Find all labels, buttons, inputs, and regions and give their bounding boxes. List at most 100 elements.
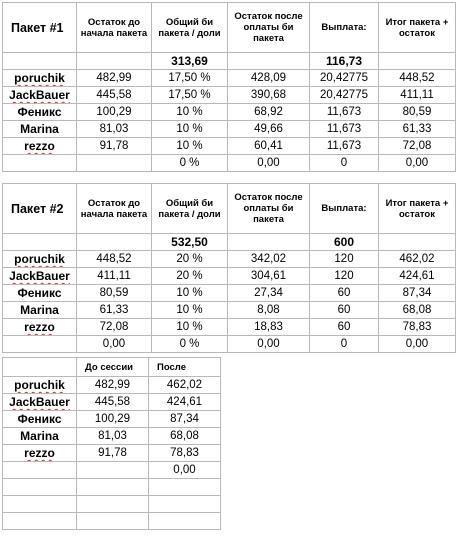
after[interactable]: 78,83 [148,444,221,462]
after[interactable]: 87,34 [148,410,221,428]
total-payout[interactable]: 116,73 [309,52,379,70]
player-name[interactable] [2,478,77,496]
cell[interactable] [227,52,310,70]
cell[interactable] [2,357,77,377]
player-name[interactable]: rezzo [2,137,77,155]
col-total[interactable]: Итог пакета + остаток [378,2,456,53]
player-name[interactable]: poruchik [2,376,77,394]
before[interactable]: 482,99 [76,376,149,394]
before[interactable] [76,478,149,496]
player-name[interactable] [2,335,77,353]
cell[interactable] [378,52,456,70]
payout[interactable]: 60 [309,301,379,319]
total-payout[interactable]: 600 [309,233,379,251]
player-name[interactable] [2,461,77,479]
share[interactable]: 20 % [151,250,228,268]
player-name[interactable]: Marina [2,427,77,445]
payout[interactable]: 60 [309,284,379,302]
player-name[interactable]: Marina [2,120,77,138]
total[interactable]: 448,52 [378,69,456,87]
after[interactable]: 0,00 [148,461,221,479]
total[interactable]: 72,08 [378,137,456,155]
packet-title[interactable]: Пакет #1 [2,2,77,53]
player-name[interactable]: rezzo [2,444,77,462]
share[interactable]: 0 % [151,154,228,172]
remaining-after[interactable]: 428,09 [227,69,310,87]
after[interactable]: 424,61 [148,393,221,411]
remaining-start[interactable]: 0,00 [76,335,152,353]
remaining-start[interactable]: 411,11 [76,267,152,285]
total[interactable]: 462,02 [378,250,456,268]
total[interactable]: 411,11 [378,86,456,104]
remaining-start[interactable]: 100,29 [76,103,152,121]
remaining-after[interactable]: 18,83 [227,318,310,336]
player-name[interactable] [2,495,77,513]
share[interactable]: 10 % [151,301,228,319]
remaining-start[interactable]: 81,03 [76,120,152,138]
remaining-start[interactable]: 482,99 [76,69,152,87]
payout[interactable]: 60 [309,318,379,336]
remaining-after[interactable]: 0,00 [227,335,310,353]
remaining-after[interactable]: 27,34 [227,284,310,302]
remaining-after[interactable]: 0,00 [227,154,310,172]
remaining-after[interactable]: 8,08 [227,301,310,319]
remaining-after[interactable]: 68,92 [227,103,310,121]
remaining-start[interactable] [76,154,152,172]
col-remaining-after[interactable]: Остаток после оплаты би пакета [227,2,310,53]
payout[interactable]: 120 [309,250,379,268]
before[interactable] [76,495,149,513]
player-name[interactable]: rezzo [2,318,77,336]
payout[interactable]: 20,42775 [309,86,379,104]
payout[interactable]: 120 [309,267,379,285]
cell[interactable] [76,233,152,251]
share[interactable]: 10 % [151,284,228,302]
before[interactable]: 81,03 [76,427,149,445]
payout[interactable]: 20,42775 [309,69,379,87]
before[interactable] [76,512,149,530]
after[interactable]: 462,02 [148,376,221,394]
remaining-start[interactable]: 445,58 [76,86,152,104]
total-bi[interactable]: 313,69 [151,52,228,70]
total[interactable]: 80,59 [378,103,456,121]
after[interactable] [148,478,221,496]
player-name[interactable] [2,154,77,172]
total[interactable]: 68,08 [378,301,456,319]
col-total[interactable]: Итог пакета + остаток [378,183,456,234]
after[interactable] [148,512,221,530]
remaining-after[interactable]: 60,41 [227,137,310,155]
total[interactable]: 424,61 [378,267,456,285]
col-before[interactable]: До сессии [76,357,149,377]
cell[interactable] [378,233,456,251]
remaining-start[interactable]: 61,33 [76,301,152,319]
col-payout[interactable]: Выплата: [309,183,379,234]
player-name[interactable]: Феникс [2,410,77,428]
payout[interactable]: 0 [309,154,379,172]
cell[interactable] [76,52,152,70]
packet-title[interactable]: Пакет #2 [2,183,77,234]
before[interactable] [76,461,149,479]
remaining-after[interactable]: 390,68 [227,86,310,104]
cell[interactable] [2,52,77,70]
remaining-after[interactable]: 304,61 [227,267,310,285]
col-remaining-after[interactable]: Остаток после оплаты би пакета [227,183,310,234]
total[interactable]: 0,00 [378,154,456,172]
after[interactable]: 68,08 [148,427,221,445]
share[interactable]: 17,50 % [151,86,228,104]
cell[interactable] [2,233,77,251]
before[interactable]: 445,58 [76,393,149,411]
remaining-after[interactable]: 342,02 [227,250,310,268]
share[interactable]: 17,50 % [151,69,228,87]
after[interactable] [148,495,221,513]
share[interactable]: 20 % [151,267,228,285]
remaining-start[interactable]: 91,78 [76,137,152,155]
share[interactable]: 0 % [151,335,228,353]
payout[interactable]: 11,673 [309,120,379,138]
player-name[interactable]: JackBauer [2,393,77,411]
player-name[interactable]: Феникс [2,103,77,121]
remaining-after[interactable]: 49,66 [227,120,310,138]
player-name[interactable]: JackBauer [2,267,77,285]
share[interactable]: 10 % [151,318,228,336]
share[interactable]: 10 % [151,120,228,138]
col-remaining-start[interactable]: Остаток до начала пакета [76,2,152,53]
player-name[interactable]: poruchik [2,69,77,87]
